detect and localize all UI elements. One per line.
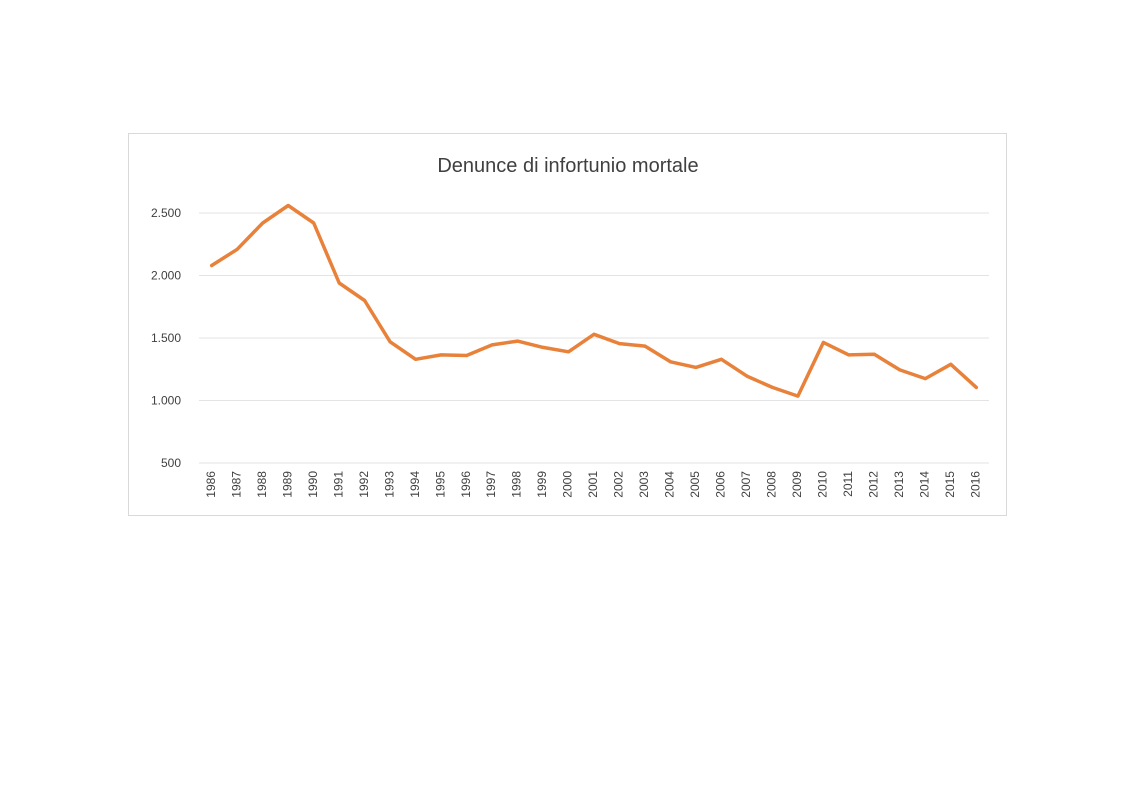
x-tick-label: 2011: [841, 471, 855, 497]
chart-frame: Denunce di infortunio mortale 500 1.000 1.…: [128, 133, 1007, 516]
x-tick-label: 2008: [765, 471, 779, 498]
y-tick-label: 2.500: [151, 206, 181, 220]
data-point: [516, 339, 520, 343]
data-point: [490, 343, 494, 347]
x-tick-label: 1991: [331, 471, 345, 498]
data-point: [668, 360, 672, 364]
data-point: [439, 353, 443, 357]
x-tick-label: 2010: [816, 471, 830, 498]
x-tick-label: 1997: [484, 471, 498, 498]
x-tick-label: 2012: [866, 471, 880, 498]
x-tick-label: 2007: [739, 471, 753, 498]
data-point: [719, 357, 723, 361]
x-axis-ticks: 1986 1987 1988 1989 1990 1991 1992 1993 1994 1995…: [204, 471, 983, 498]
y-tick-label: 500: [161, 456, 181, 470]
x-tick-label: 2005: [688, 471, 702, 498]
data-point: [388, 340, 392, 344]
data-point: [541, 345, 545, 349]
data-point: [847, 353, 851, 357]
data-point: [821, 340, 825, 344]
x-tick-label: 1994: [408, 471, 422, 498]
x-tick-label: 2006: [714, 471, 728, 498]
data-point: [337, 281, 341, 285]
data-point: [923, 377, 927, 381]
data-point: [745, 374, 749, 378]
data-point: [898, 368, 902, 372]
data-point: [617, 342, 621, 346]
y-tick-label: 2.000: [151, 269, 181, 283]
y-axis-ticks: 500 1.000 1.500 2.000 2.500: [151, 206, 181, 470]
series-layer: [209, 203, 979, 398]
x-tick-label: 2001: [586, 471, 600, 498]
x-tick-label: 1989: [280, 471, 294, 498]
data-point: [694, 365, 698, 369]
data-point: [286, 204, 290, 207]
data-point: [974, 385, 978, 389]
data-point: [414, 357, 418, 361]
x-tick-label: 2000: [561, 471, 575, 498]
y-tick-label: 1.000: [151, 394, 181, 408]
x-tick-label: 1993: [382, 471, 396, 498]
data-point: [210, 264, 214, 267]
data-point: [567, 350, 571, 354]
data-point: [465, 354, 469, 357]
data-point: [235, 247, 239, 251]
x-tick-label: 2013: [892, 471, 906, 498]
x-tick-label: 1996: [459, 471, 473, 498]
series-line: [209, 203, 979, 398]
x-tick-label: 1995: [433, 471, 447, 498]
line-chart: Denunce di infortunio mortale 500 1.000 1.…: [151, 155, 989, 498]
x-tick-label: 2015: [943, 471, 957, 498]
x-tick-label: 1987: [229, 471, 243, 498]
grid-lines: [199, 212, 989, 464]
data-point: [872, 352, 876, 356]
data-point: [261, 221, 265, 225]
x-tick-label: 2009: [790, 471, 804, 498]
y-tick-label: 1.500: [151, 331, 181, 345]
x-tick-label: 2002: [612, 471, 626, 498]
x-tick-label: 2016: [968, 471, 982, 498]
x-tick-label: 2004: [663, 471, 677, 498]
data-point: [312, 221, 316, 225]
data-point: [643, 344, 647, 348]
x-tick-label: 1999: [535, 471, 549, 498]
data-point: [592, 332, 596, 336]
data-point: [770, 385, 774, 389]
data-point: [363, 299, 367, 302]
x-tick-label: 1986: [204, 471, 218, 498]
data-point: [949, 362, 953, 366]
data-point: [796, 394, 800, 398]
chart-title: Denunce di infortunio mortale: [437, 155, 698, 177]
x-tick-label: 2014: [917, 471, 931, 498]
x-tick-label: 1992: [357, 471, 371, 498]
x-tick-label: 2003: [637, 471, 651, 498]
x-tick-label: 1988: [255, 471, 269, 498]
x-tick-label: 1998: [510, 471, 524, 498]
x-tick-label: 1990: [306, 471, 320, 498]
